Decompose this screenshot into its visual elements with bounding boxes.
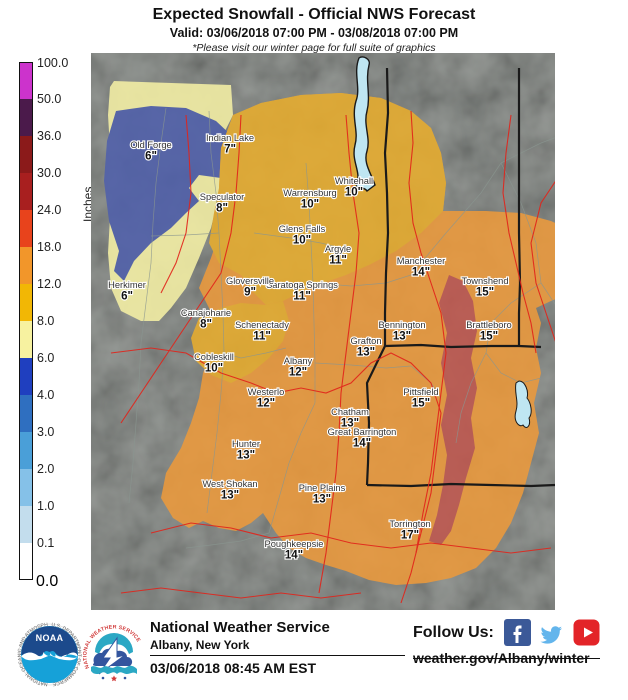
svg-text:14": 14" — [353, 438, 371, 450]
svg-text:Whitehall: Whitehall — [335, 176, 373, 186]
svg-text:15": 15" — [412, 398, 430, 410]
svg-text:Hunter: Hunter — [232, 439, 260, 449]
svg-text:Indian Lake: Indian Lake — [206, 133, 254, 143]
svg-text:Old Forge: Old Forge — [130, 140, 171, 150]
svg-text:Westerlo: Westerlo — [248, 387, 285, 397]
svg-text:6": 6" — [121, 291, 133, 303]
svg-text:15": 15" — [476, 287, 494, 299]
svg-text:17": 17" — [401, 530, 419, 542]
svg-text:10": 10" — [293, 235, 311, 247]
svg-text:8": 8" — [200, 319, 212, 331]
svg-text:10": 10" — [345, 187, 363, 199]
svg-text:Chatham: Chatham — [331, 407, 369, 417]
svg-text:Torrington: Torrington — [389, 519, 430, 529]
svg-text:12": 12" — [257, 398, 275, 410]
svg-text:13": 13" — [221, 490, 239, 502]
svg-text:15": 15" — [480, 331, 498, 343]
svg-text:13": 13" — [237, 450, 255, 462]
svg-text:Albany: Albany — [284, 356, 313, 366]
svg-text:Warrensburg: Warrensburg — [283, 188, 336, 198]
svg-text:Argyle: Argyle — [325, 244, 351, 254]
svg-text:Herkimer: Herkimer — [108, 280, 146, 290]
svg-text:Townshend: Townshend — [461, 276, 508, 286]
svg-text:10": 10" — [301, 199, 319, 211]
svg-text:11": 11" — [293, 291, 311, 303]
svg-text:Saratoga Springs: Saratoga Springs — [266, 280, 338, 290]
svg-text:10": 10" — [205, 363, 223, 375]
svg-text:13": 13" — [357, 347, 375, 359]
svg-text:14": 14" — [285, 550, 303, 562]
svg-text:Cobleskill: Cobleskill — [194, 352, 234, 362]
svg-text:7": 7" — [224, 144, 236, 156]
svg-text:Great Barrington: Great Barrington — [328, 427, 397, 437]
svg-text:Pine Plains: Pine Plains — [299, 483, 346, 493]
svg-text:Bennington: Bennington — [378, 320, 425, 330]
svg-text:Pittsfield: Pittsfield — [403, 387, 438, 397]
svg-text:Poughkeepsie: Poughkeepsie — [265, 539, 324, 549]
svg-text:Speculator: Speculator — [200, 192, 244, 202]
svg-text:Manchester: Manchester — [397, 256, 446, 266]
svg-text:NOAA: NOAA — [36, 633, 64, 643]
svg-text:12": 12" — [289, 367, 307, 379]
svg-text:9": 9" — [244, 287, 256, 299]
svg-text:13": 13" — [393, 331, 411, 343]
svg-text:14": 14" — [412, 267, 430, 279]
svg-text:13": 13" — [313, 494, 331, 506]
svg-text:West Shokan: West Shokan — [202, 479, 257, 489]
svg-text:Gloversville: Gloversville — [226, 276, 274, 286]
svg-text:Grafton: Grafton — [350, 336, 381, 346]
svg-text:11": 11" — [253, 331, 271, 343]
svg-text:Canajoharie: Canajoharie — [181, 308, 231, 318]
svg-text:6": 6" — [145, 151, 157, 163]
svg-text:Glens Falls: Glens Falls — [279, 224, 326, 234]
svg-text:Brattleboro: Brattleboro — [466, 320, 511, 330]
svg-text:Schenectady: Schenectady — [235, 320, 289, 330]
svg-text:11": 11" — [329, 255, 347, 267]
svg-text:8": 8" — [216, 203, 228, 215]
